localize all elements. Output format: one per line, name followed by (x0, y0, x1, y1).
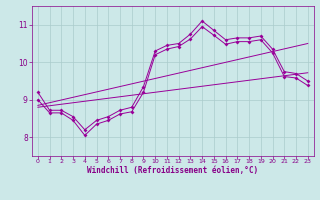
X-axis label: Windchill (Refroidissement éolien,°C): Windchill (Refroidissement éolien,°C) (87, 166, 258, 175)
